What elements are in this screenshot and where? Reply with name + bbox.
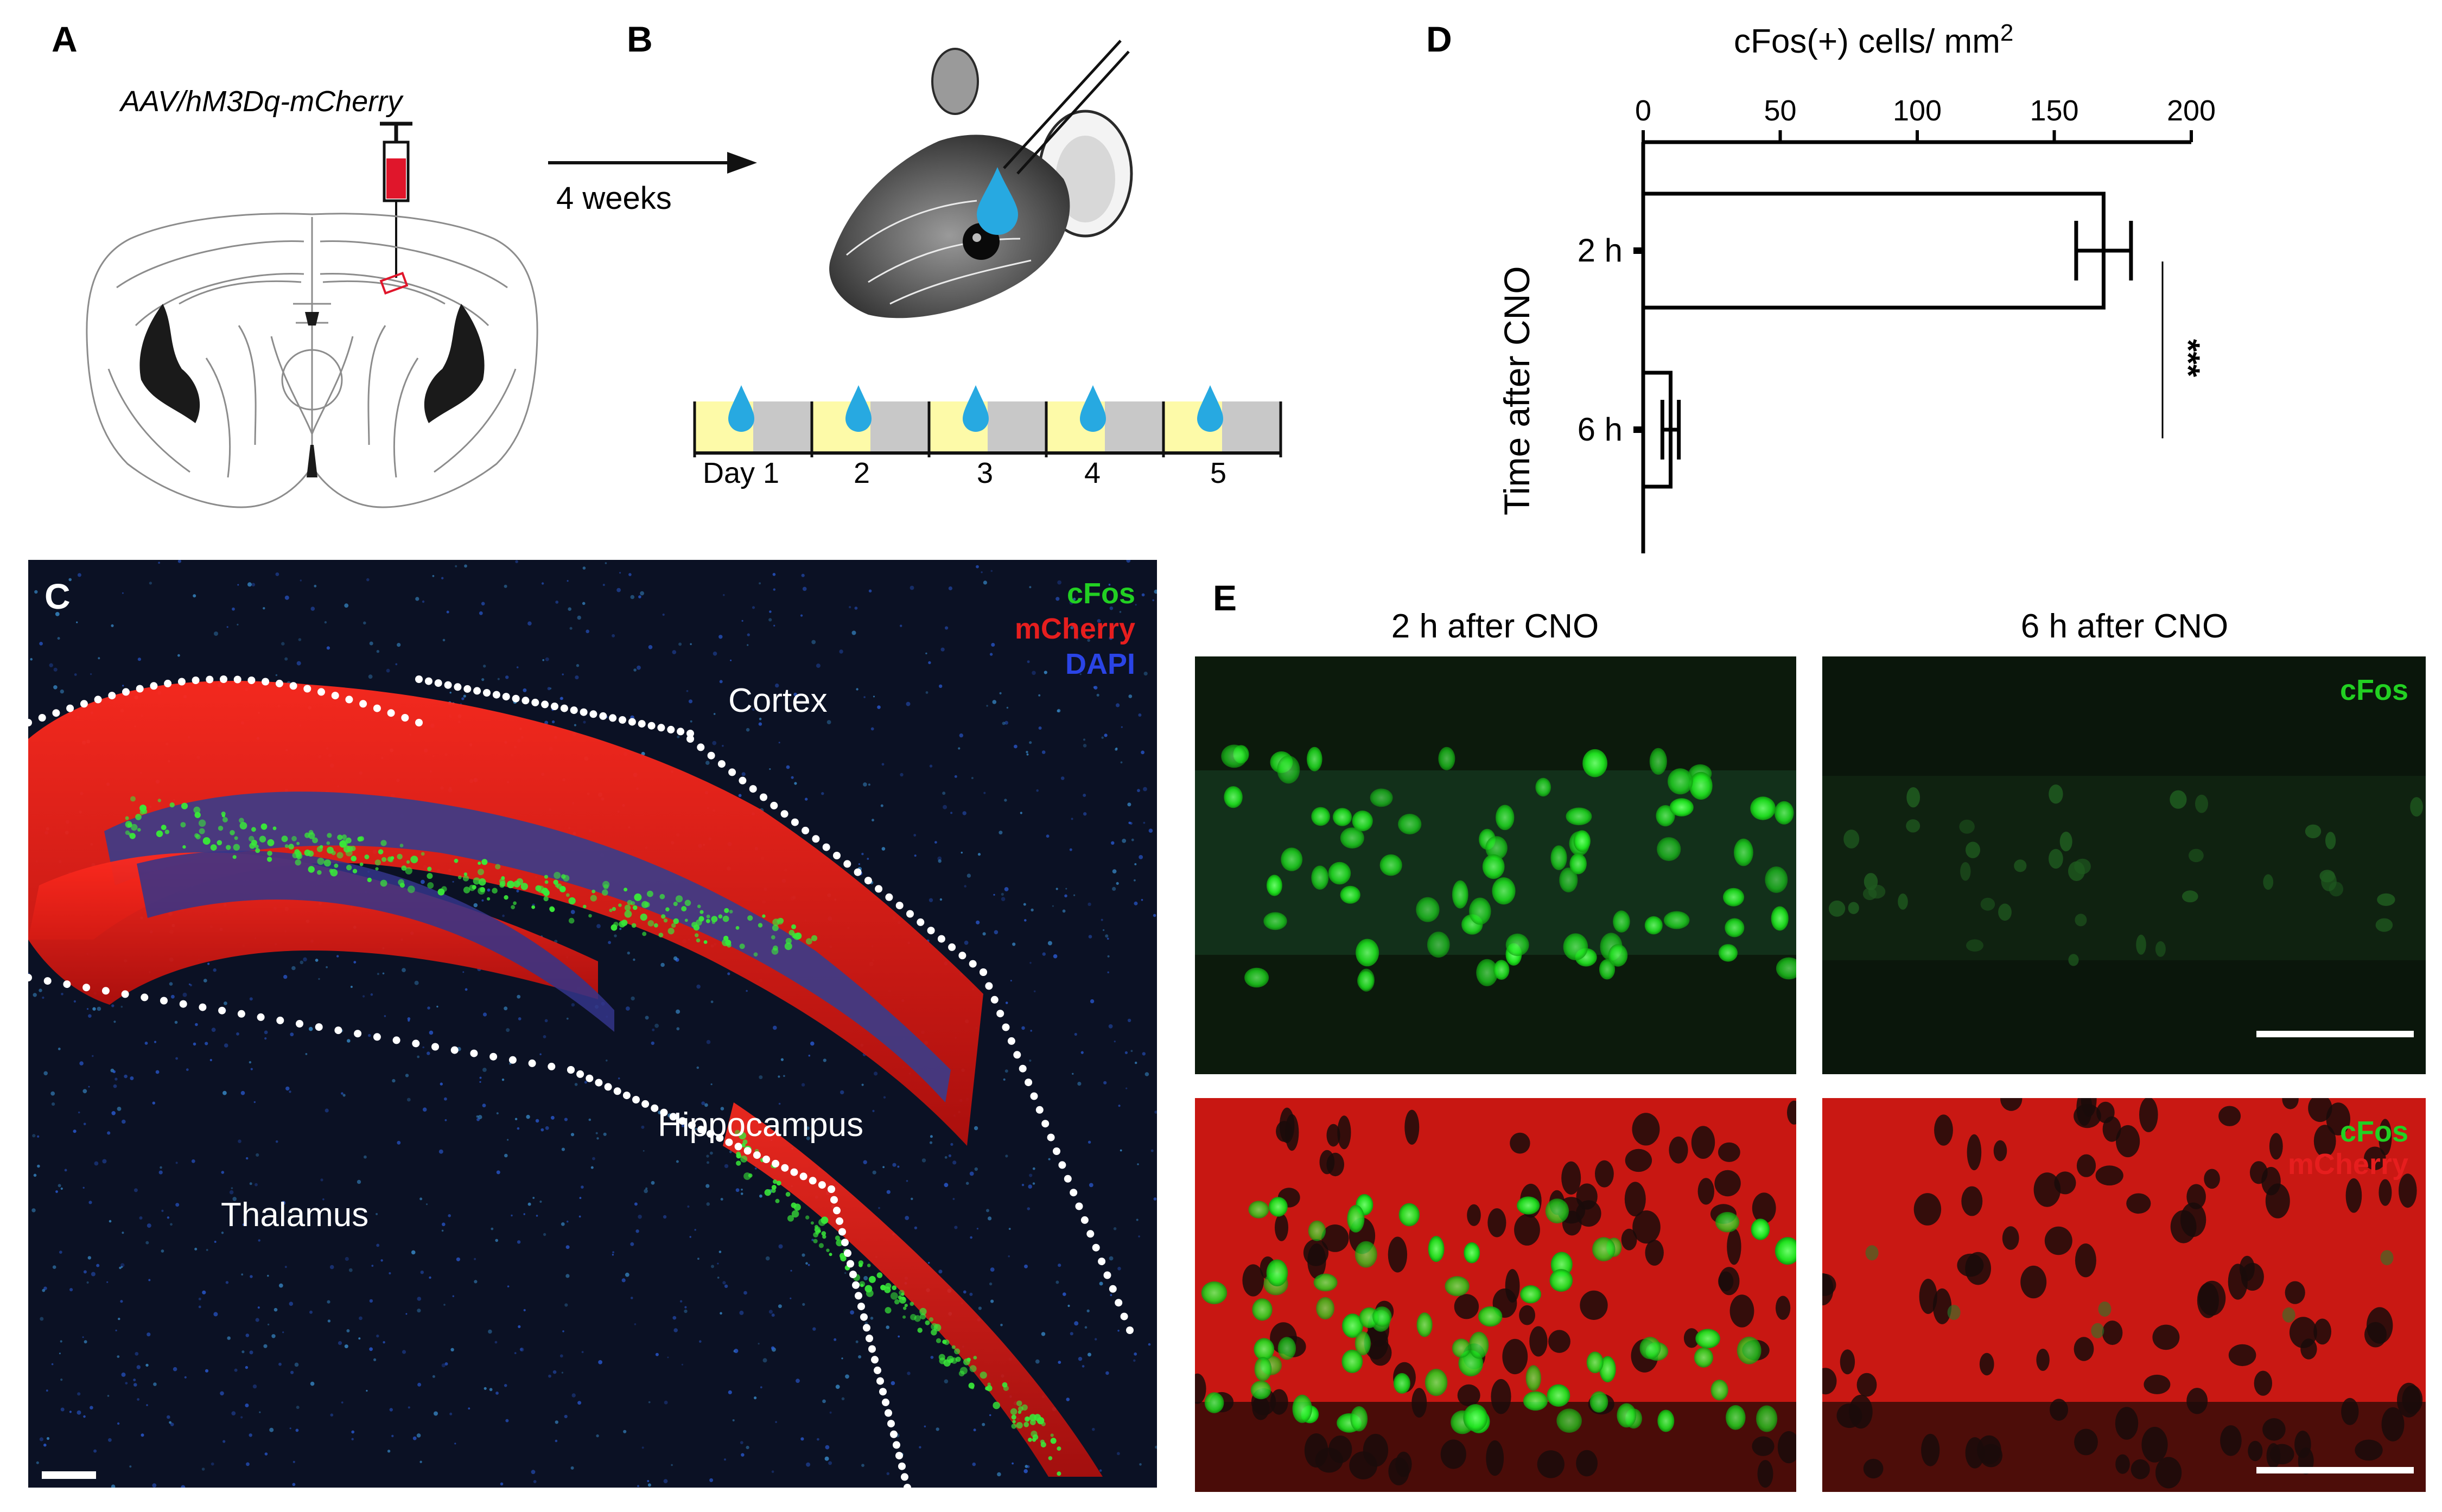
legend-cfos-bottom: cFos (2340, 1115, 2408, 1148)
merged-cells (1195, 1100, 1796, 1488)
brain-section-diagram (86, 213, 538, 508)
mouse-head-image (829, 48, 1133, 318)
image-cfos-6h: cFos (1822, 656, 2426, 1074)
water-drop-icon (963, 385, 989, 432)
legend-cfos: cFos (1067, 577, 1135, 610)
injection-site-box (379, 271, 409, 295)
panel-e-letter: E (1213, 578, 1237, 618)
day-labels: Day 1 2 3 4 5 (703, 457, 1226, 489)
dark-phase (1222, 401, 1281, 453)
x-tick-label: 150 (2030, 94, 2078, 127)
water-drop-icon (728, 385, 754, 432)
cfos-puncta (125, 796, 1061, 1476)
y-tick-label: 2 h (1578, 232, 1623, 269)
water-drop-icon (1197, 385, 1223, 432)
region-boundary-dots (28, 675, 1134, 1488)
pipette-icon (1003, 40, 1130, 175)
ca-red-lower-band (723, 1102, 1103, 1477)
panel-d: D cFos(+) cells/ mm2 Time after CNO 0 50 1… (1426, 19, 2216, 553)
panel-b-letter: B (627, 19, 653, 59)
x-tick-label: 50 (1764, 94, 1796, 127)
arrow-label: 4 weeks (556, 181, 672, 216)
image-merge-2h (1195, 1098, 1796, 1492)
significance-marker: *** (2170, 339, 2206, 378)
arrow-icon (548, 152, 757, 174)
panel-c-letter: C (44, 576, 71, 616)
timeline (693, 385, 1282, 457)
virus-label: AAV/hM3Dq-mCherry (119, 85, 404, 118)
day-label: 2 (854, 457, 870, 489)
col-title-2h: 2 h after CNO (1391, 608, 1599, 645)
chart-title: cFos(+) cells/ mm2 (1734, 20, 2013, 60)
bar-chart: 0 50 100 150 200 2 h 6 h (1578, 94, 2216, 553)
dark-phase (988, 401, 1046, 453)
day-label: 5 (1210, 457, 1226, 489)
water-drop-icon (1080, 385, 1106, 432)
panel-b: B 4 weeks Day 1 2 3 4 5 (548, 19, 1282, 489)
chart-title-text: cFos(+) cells/ mm (1734, 23, 2000, 60)
water-drop-icon (845, 385, 872, 432)
panel-a-letter: A (52, 19, 78, 59)
day-label: 4 (1084, 457, 1101, 489)
aqueduct (307, 445, 317, 477)
ventricle-right (424, 304, 485, 423)
ventricle-left (139, 304, 200, 423)
faint-cfos-cells (1828, 784, 2423, 966)
col-title-6h: 6 h after CNO (2021, 608, 2228, 645)
scale-bar (42, 1471, 96, 1479)
region-thalamus: Thalamus (221, 1196, 368, 1234)
day-label: 3 (977, 457, 993, 489)
y-tick-label: 6 h (1578, 411, 1623, 448)
bar (1641, 192, 2106, 310)
image-merge-6h: cFos mCherry (1822, 1098, 2426, 1492)
legend-dapi: DAPI (1065, 648, 1135, 680)
legend-mcherry: mCherry (1015, 613, 1135, 645)
third-ventricle (305, 312, 319, 326)
hippocampus-blue-layer (104, 792, 951, 1102)
panel-d-letter: D (1426, 19, 1452, 59)
legend-mcherry-bottom: mCherry (2288, 1148, 2408, 1181)
panel-a: A AAV/hM3Dq-mCherry (52, 19, 538, 508)
cfos-cells (1221, 744, 1796, 992)
region-cortex: Cortex (728, 682, 828, 719)
syringe-icon (380, 122, 412, 278)
legend-cfos-top: cFos (2340, 674, 2408, 706)
x-tick-label: 0 (1635, 94, 1651, 127)
day-label: Day 1 (703, 457, 779, 489)
dark-phase (1105, 401, 1163, 453)
region-hippocampus: Hippocampus (658, 1106, 863, 1144)
x-tick-label: 100 (1893, 94, 1942, 127)
image-cfos-2h (1195, 656, 1796, 1074)
merged-cells (1822, 1098, 2423, 1489)
water-drop-icon (977, 167, 1018, 235)
x-tick-label: 200 (2167, 94, 2216, 127)
scale-bar (2256, 1467, 2414, 1473)
panel-c: C cFos mCherry DAPI Cortex Hippocampus T… (28, 560, 1157, 1488)
dentate-blue-layer (137, 851, 614, 1032)
chart-title-superscript: 2 (2000, 20, 2013, 46)
y-axis-label: Time after CNO (1497, 266, 1537, 515)
panel-c-micrograph: C cFos mCherry DAPI Cortex Hippocampus T… (28, 560, 1157, 1488)
dark-phase (870, 401, 929, 453)
panel-e: E 2 h after CNO 6 h after CNO cFos (1195, 578, 2426, 1492)
scale-bar (2256, 1031, 2414, 1037)
dark-phase (753, 401, 812, 453)
